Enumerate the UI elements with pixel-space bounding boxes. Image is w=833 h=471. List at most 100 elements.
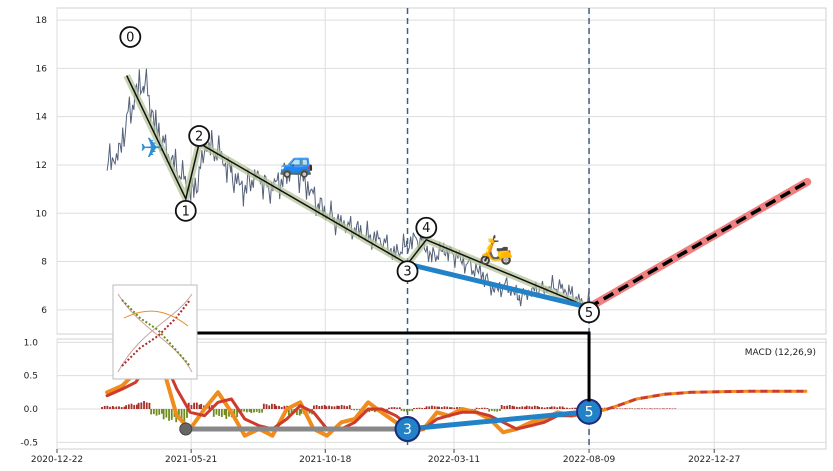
histogram-bar	[208, 403, 211, 409]
histogram-bar	[265, 404, 268, 409]
histogram-bar	[195, 402, 198, 409]
histogram-bar	[136, 404, 138, 409]
histogram-bar	[388, 407, 390, 409]
histogram-bar	[525, 405, 528, 409]
histogram-bar	[661, 408, 664, 409]
histogram-bar	[428, 406, 431, 409]
macd-y-tick-label: -0.5	[20, 438, 38, 448]
histogram-bar	[323, 405, 326, 409]
histogram-bar	[101, 407, 103, 409]
histogram-bar	[296, 409, 298, 416]
wave-point-label: 2	[195, 129, 203, 144]
histogram-bar	[453, 407, 456, 409]
histogram-bar	[106, 405, 109, 409]
histogram-bar	[355, 409, 358, 411]
histogram-bar	[625, 408, 628, 410]
price-y-tick-label: 14	[36, 113, 48, 123]
histogram-bar	[546, 407, 549, 409]
histogram-bar	[574, 407, 576, 409]
histogram-bar	[298, 409, 301, 416]
macd-y-tick-label: 1.0	[24, 338, 39, 348]
histogram-bar	[649, 408, 652, 409]
histogram-bar	[541, 407, 543, 409]
price-y-tick-label: 18	[36, 16, 48, 26]
histogram-bar	[112, 407, 115, 409]
histogram-bar	[650, 408, 653, 410]
histogram-bar	[418, 407, 421, 409]
histogram-bar	[506, 405, 508, 409]
histogram-bar	[543, 407, 546, 409]
histogram-bar	[346, 406, 348, 409]
price-grid	[56, 8, 826, 334]
wave-point-label: 3	[403, 265, 411, 280]
histogram-bar	[490, 409, 493, 411]
histogram-bar	[165, 409, 168, 418]
x-tick-labels: 2020-12-22 2021-05-21 2021-10-18 2022-03-11…	[31, 449, 740, 465]
histogram-bar	[162, 409, 165, 420]
histogram-bar	[561, 406, 564, 409]
trend-line	[588, 180, 809, 309]
histogram-bar	[358, 409, 361, 410]
histogram-bar	[283, 405, 286, 409]
histogram-bar	[168, 409, 170, 421]
histogram-bar	[646, 408, 649, 410]
histogram-bar	[636, 408, 639, 409]
x-tick-label: 2021-05-21	[165, 455, 217, 465]
histogram-bar	[406, 409, 408, 412]
histogram-bar	[150, 409, 153, 415]
histogram-bar	[261, 409, 264, 413]
macd-wave-point-label: 3	[403, 422, 412, 438]
x-tick-label: 2022-08-09	[563, 455, 616, 465]
histogram-bar	[600, 407, 603, 409]
price-wave-lines	[123, 74, 591, 311]
histogram-bar	[368, 409, 371, 413]
x-tick-label: 2022-03-11	[428, 455, 480, 465]
histogram-bar	[115, 406, 118, 409]
histogram-bar	[550, 406, 553, 409]
x-tick-label: 2021-10-18	[299, 455, 352, 465]
histogram-bar	[566, 407, 568, 409]
histogram-bar	[538, 407, 541, 409]
histogram-bar	[343, 405, 346, 409]
histogram-bar	[440, 407, 443, 409]
histogram-bar	[215, 409, 218, 415]
histogram-bar	[616, 408, 618, 409]
histogram-bar	[666, 408, 669, 409]
histogram-bar	[513, 406, 516, 409]
histogram-bar	[671, 408, 674, 410]
price-y-tick-label: 16	[36, 64, 48, 74]
histogram-bar	[350, 409, 353, 410]
histogram-bar	[421, 407, 424, 409]
histogram-bar	[624, 408, 627, 409]
histogram-bar	[187, 402, 190, 409]
histogram-bar	[524, 406, 526, 409]
histogram-bar	[183, 409, 186, 423]
macd-series-line	[105, 357, 591, 431]
histogram-bar	[158, 409, 161, 415]
histogram-bar	[280, 406, 283, 409]
macd-y-tick-label: 0.5	[24, 372, 38, 382]
histogram-bar	[486, 408, 489, 409]
wave-point-marker	[578, 301, 600, 324]
histogram-bar	[148, 402, 151, 409]
histogram-bar	[656, 408, 659, 409]
histogram-bar	[400, 409, 403, 411]
histogram-bar	[330, 406, 333, 409]
price-panel-background	[56, 7, 827, 335]
histogram-bar	[438, 406, 440, 409]
macd-projection	[588, 389, 808, 415]
histogram-bar	[161, 409, 163, 414]
histogram-bar	[531, 406, 534, 409]
histogram-bar	[515, 406, 518, 409]
histogram-bar	[403, 409, 406, 412]
histogram-bar	[641, 408, 643, 409]
histogram-bar	[180, 409, 183, 424]
macd-wave-point-marker	[394, 416, 421, 442]
histogram-bar	[250, 409, 253, 413]
macd-projection-line	[588, 389, 808, 415]
histogram-bar	[137, 402, 140, 409]
wave-point-label: 5	[585, 306, 593, 321]
wave-point-marker	[119, 26, 142, 48]
price-icons: ✈ 🚙 🛵	[140, 132, 514, 266]
